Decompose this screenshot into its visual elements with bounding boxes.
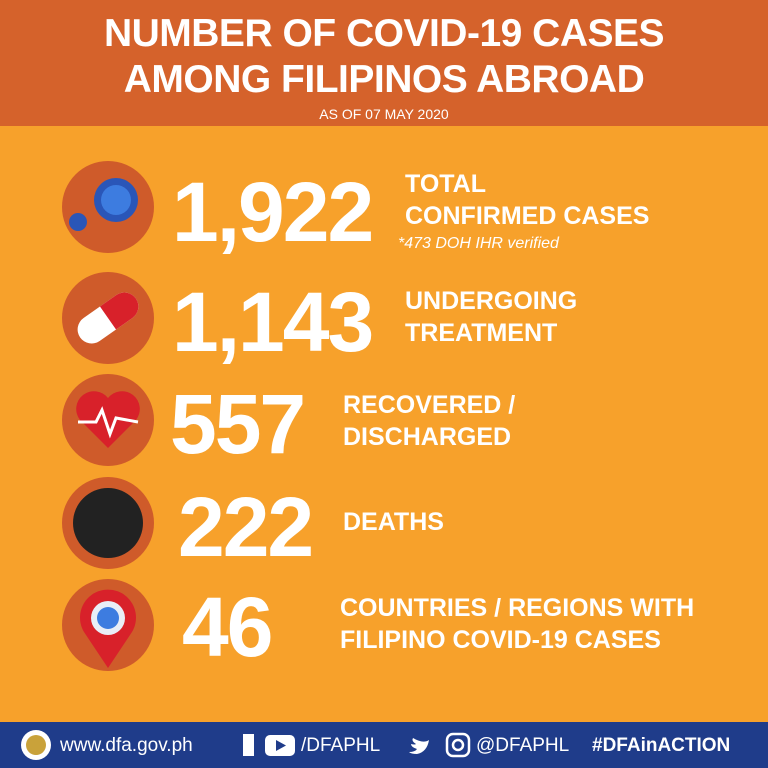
death-icon [73,488,143,558]
stat-label: COUNTRIES / REGIONS WITH [340,594,695,622]
stat-value: 46 [182,580,273,674]
footer-band [0,722,768,768]
footer-twitter: @DFAPHL [476,735,570,756]
pill-icon [77,292,139,344]
pin-icon [80,589,136,668]
title-line: AMONG FILIPINOS ABROAD [123,58,645,101]
footer-facebook: /DFAPHL [301,735,381,756]
stat-label: UNDERGOING [405,287,578,315]
footer-website: www.dfa.gov.ph [60,735,193,756]
stat-label: RECOVERED / [343,391,516,419]
stat-label: DEATHS [343,508,444,536]
stat-value: 1,143 [172,275,374,369]
stat-label: TREATMENT [405,319,558,347]
stat-value: 222 [178,480,314,574]
heart-icon [76,391,140,448]
stat-label: TOTAL [405,170,487,198]
stat-label: CONFIRMED CASES [405,202,650,230]
stat-value: 557 [170,377,306,471]
stat-label: FILIPINO COVID-19 CASES [340,626,661,654]
title-line: NUMBER OF COVID-19 CASES [103,12,665,55]
footer-hashtag: #DFAinACTION [592,735,731,756]
stat-label: DISCHARGED [343,423,512,451]
stat-note: *473 DOH IHR verified [398,235,559,252]
subtitle: AS OF 07 MAY 2020 [319,106,449,122]
stat-value: 1,922 [172,165,374,259]
icons [62,161,154,671]
header-band [0,0,768,126]
virus-icon [69,178,138,231]
